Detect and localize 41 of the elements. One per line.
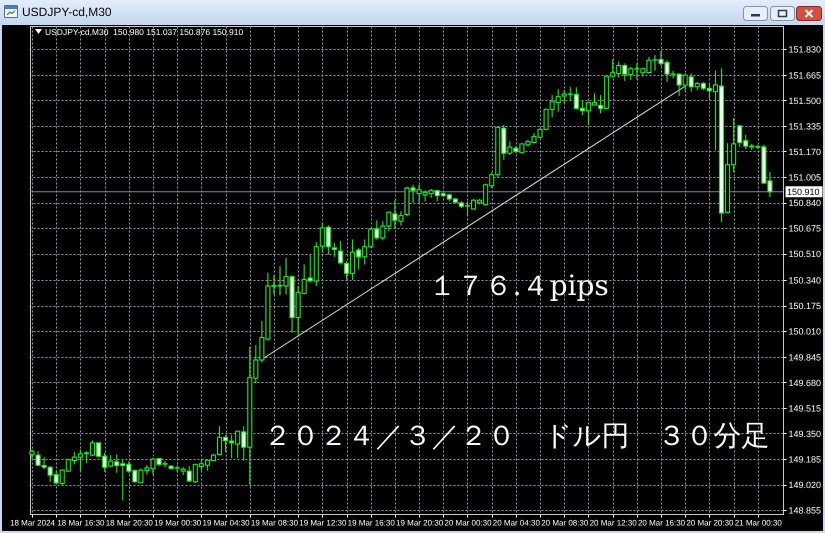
y-tick-label: 149.020 [788, 480, 822, 490]
x-tick-label: 19 Mar 16:30 [348, 518, 396, 528]
x-tick-label: 19 Mar 00:30 [154, 518, 202, 528]
y-tick-label: 151.170 [788, 146, 822, 157]
chart-title: USDJPY-cd,M30 [22, 5, 112, 19]
y-tick-label: 149.185 [788, 454, 822, 465]
y-tick-label: 149.350 [788, 428, 822, 439]
annotation: １７６.４pips [428, 269, 609, 302]
x-tick-label: 20 Mar 08:30 [541, 518, 589, 528]
ref-line-label: 150.910 [787, 186, 820, 197]
x-tick-label: 20 Mar 16:30 [638, 518, 686, 528]
candlestick [332, 242, 337, 258]
y-tick-label: 151.500 [788, 96, 822, 106]
x-tick-label: 18 Mar 2024 [10, 518, 56, 528]
y-tick-label: 149.845 [788, 352, 822, 362]
y-tick-label: 150.340 [788, 276, 822, 286]
x-tick-label: 20 Mar 20:30 [686, 518, 734, 528]
y-tick-label: 151.830 [788, 44, 822, 55]
x-tick-label: 19 Mar 08:30 [250, 518, 299, 528]
y-tick-label: 149.515 [788, 403, 822, 414]
x-tick-label: 19 Mar 04:30 [202, 518, 250, 528]
x-tick-label: 21 Mar 00:30 [734, 518, 782, 528]
y-tick-label: 150.675 [788, 224, 822, 234]
chart-subtitle: USDJPY-cd,M30 150.980 151.037 150.876 150.910 [45, 27, 244, 37]
candlestick [338, 240, 343, 265]
x-tick-label: 20 Mar 00:30 [444, 518, 492, 528]
y-tick-label: 150.175 [788, 301, 822, 312]
x-tick-label: 20 Mar 12:30 [590, 518, 638, 528]
x-tick-label: 20 Mar 04:30 [492, 518, 540, 528]
y-tick-label: 148.855 [788, 506, 822, 516]
x-tick-label: 19 Mar 20:30 [396, 518, 444, 528]
y-tick-label: 150.510 [788, 249, 822, 260]
y-tick-label: 150.840 [788, 198, 822, 208]
y-tick-label: 151.005 [788, 172, 822, 183]
x-tick-label: 18 Mar 20:30 [106, 518, 154, 528]
x-tick-label: 19 Mar 12:30 [299, 518, 347, 528]
y-tick-label: 151.335 [788, 121, 822, 132]
y-tick-label: 151.665 [788, 70, 822, 80]
y-tick-label: 149.680 [788, 378, 822, 388]
y-tick-label: 150.010 [788, 326, 822, 337]
x-tick-label: 18 Mar 16:30 [57, 518, 106, 528]
